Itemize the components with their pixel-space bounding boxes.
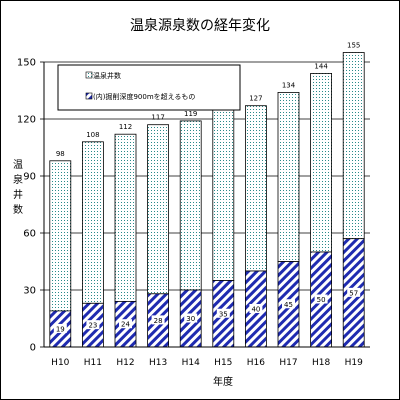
y-tick-label: 30 <box>23 286 36 297</box>
deep-value-label-bg <box>282 299 295 309</box>
bar-total-segment <box>179 120 202 291</box>
bar-total-segment <box>277 92 300 262</box>
chart-title: 温泉源泉数の経年変化 <box>130 17 270 34</box>
y-axis-label-char: 数 <box>13 203 23 216</box>
y-axis-label-char: 泉 <box>13 173 23 186</box>
x-tick-label: H12 <box>116 358 134 368</box>
deep-value-label-bg <box>119 319 132 329</box>
deep-value-label: 40 <box>251 306 260 314</box>
x-axis-label: 年度 <box>213 375 233 388</box>
total-value-label: 144 <box>314 62 328 70</box>
axes <box>43 62 370 348</box>
deep-value-label: 57 <box>349 289 358 297</box>
x-tick-label: H15 <box>214 358 232 368</box>
total-value-label: 119 <box>184 110 197 118</box>
y-axis-label-char: 井 <box>13 188 23 201</box>
y-tick-label: 120 <box>17 115 36 126</box>
bar-total-segment <box>114 133 137 302</box>
y-tick-labels: 0 30 60 90 120 150 <box>17 58 44 354</box>
bar-total-segment <box>49 160 72 312</box>
deep-value-label: 23 <box>88 322 97 330</box>
deep-value-label: 28 <box>154 317 163 325</box>
legend-label-deep: (内)掘削深度900mを超えるもの <box>93 92 195 101</box>
legend-swatch-total <box>85 71 93 79</box>
legend-label-total: 温泉井数 <box>93 71 121 80</box>
deep-value-label: 19 <box>56 325 65 333</box>
bar-total-segment <box>82 141 104 304</box>
x-tick-label: H19 <box>345 358 363 368</box>
deep-value-label-bg <box>216 308 230 318</box>
total-value-label: 117 <box>151 114 164 122</box>
y-tick-label: 150 <box>17 58 36 69</box>
total-value-label: 112 <box>119 123 132 131</box>
legend-swatch-deep <box>85 92 93 100</box>
legend-box <box>57 64 241 111</box>
deep-value-label-bg <box>347 287 361 297</box>
bar-total-segment <box>342 52 365 240</box>
y-tick-label: 90 <box>23 172 36 183</box>
bar-total-segment <box>244 105 267 272</box>
x-tick-label: H18 <box>312 358 330 368</box>
deep-value-label: 45 <box>284 301 293 309</box>
x-tick-label: H16 <box>247 358 265 368</box>
deep-value-label: 35 <box>219 310 228 318</box>
y-axis-label: 温泉井数 <box>13 159 23 216</box>
deep-value-label-bg <box>314 294 328 304</box>
deep-value-label-bg <box>249 304 263 313</box>
legend: 温泉井数 (内)掘削深度900mを超えるもの <box>57 64 241 111</box>
y-axis-label-char: 温 <box>13 159 23 171</box>
bar-total-segment <box>212 107 235 281</box>
x-tick-label: H13 <box>149 358 167 368</box>
total-value-label: 98 <box>56 150 65 158</box>
deep-value-label-bg <box>53 323 67 333</box>
x-tick-label: H10 <box>51 358 69 368</box>
deep-value-label: 24 <box>121 321 130 329</box>
total-value-label: 155 <box>347 42 360 50</box>
total-value-label: 127 <box>249 95 262 103</box>
y-tick-label: 0 <box>30 343 36 354</box>
total-value-label: 108 <box>86 131 99 139</box>
bar-total-segment <box>310 73 333 253</box>
deep-value-label: 50 <box>317 296 326 304</box>
total-value-label: 134 <box>282 81 296 89</box>
x-tick-label: H14 <box>182 358 200 368</box>
x-tick-label: H11 <box>84 358 102 368</box>
deep-value-label-bg <box>151 315 165 325</box>
x-tick-label: H17 <box>279 358 297 368</box>
deep-value-label-bg <box>184 313 198 323</box>
deep-value-label: 30 <box>186 315 195 323</box>
y-tick-label: 60 <box>23 229 36 240</box>
bar-total-segment <box>147 124 170 295</box>
deep-value-label-bg <box>86 320 100 330</box>
x-tick-labels: H10 H11 H12 H13 H14 H15 H16 H17 H18 H19 <box>51 358 363 368</box>
